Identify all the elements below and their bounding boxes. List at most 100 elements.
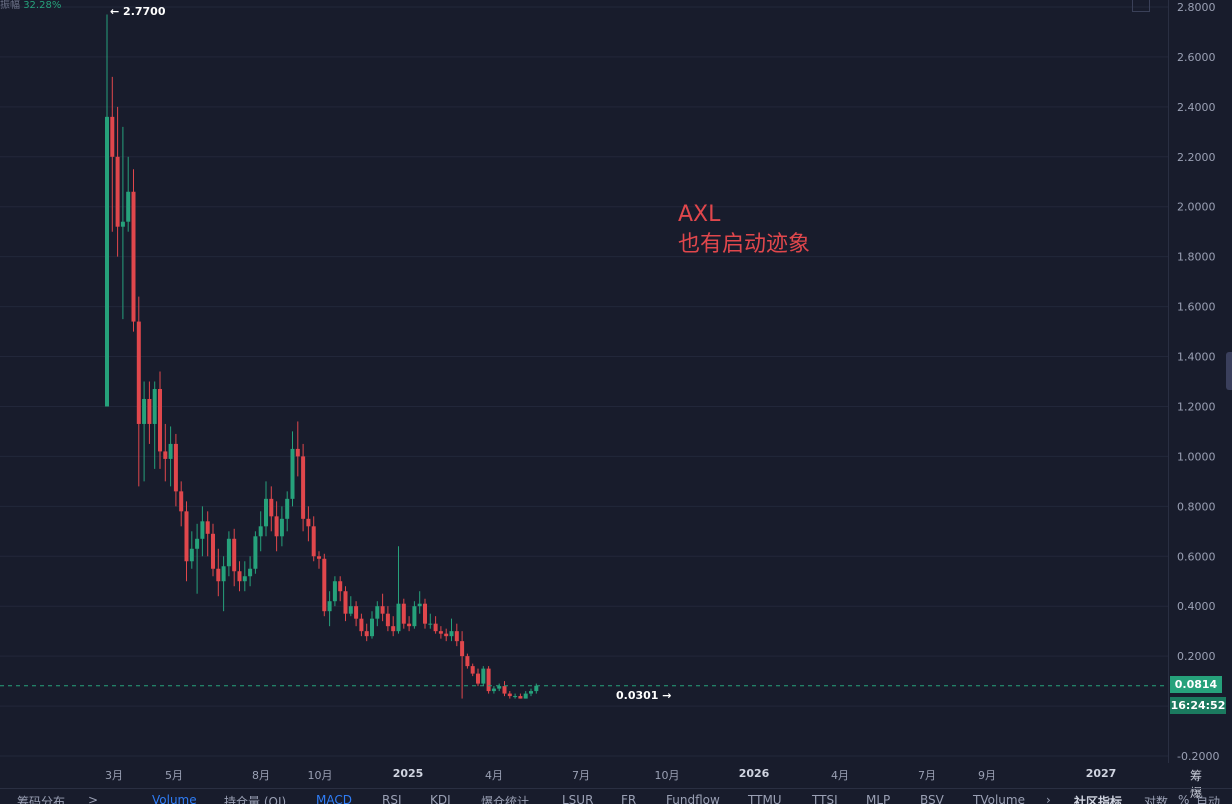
chip-toggle[interactable]: 筹 xyxy=(1190,769,1203,783)
candle-body xyxy=(375,606,380,619)
candle-body xyxy=(396,603,401,632)
x-tick-label: 4月 xyxy=(831,769,849,782)
amplitude-label: 振幅 xyxy=(0,0,20,11)
x-tick-label: 7月 xyxy=(918,769,936,782)
current-price-tag: 0.0814 xyxy=(1170,676,1222,693)
annotation-symbol: AXL xyxy=(678,202,721,227)
indicator-rsi[interactable]: RSI xyxy=(382,793,402,804)
percent-scale-toggle[interactable]: % xyxy=(1178,793,1190,804)
indicator-volume[interactable]: Volume xyxy=(152,793,197,804)
candle-body xyxy=(338,581,343,592)
candle-body xyxy=(460,641,465,657)
candle-body xyxy=(184,511,189,562)
candle-body xyxy=(285,498,290,519)
indicator-fr[interactable]: FR xyxy=(621,793,637,804)
candle-body xyxy=(491,688,496,692)
indicator-tvolume[interactable]: TVolume xyxy=(973,793,1025,804)
auto-scale-toggle[interactable]: 自动 xyxy=(1196,795,1221,804)
y-tick-label: 0.8000 xyxy=(1177,500,1216,513)
x-tick-label: 8月 xyxy=(252,769,270,782)
price-chart[interactable] xyxy=(0,0,1168,763)
community-indicators-button[interactable]: 社区指标 xyxy=(1074,795,1123,804)
x-tick-label: 3月 xyxy=(105,769,123,782)
candle-body xyxy=(195,538,200,549)
candle-body xyxy=(359,618,364,632)
price-axis-ticks: 2.8000 2.6000 2.4000 2.2000 2.0000 1.8000 1.60… xyxy=(1177,1,1219,763)
candle-body xyxy=(322,558,327,612)
candle-body xyxy=(105,116,109,407)
indicator-toolbar: 筹码分布 > Volume 持仓量 (OI) MACD RSI KDJ 爆仓统计… xyxy=(0,788,1232,804)
candle-body xyxy=(385,613,390,627)
candle-body xyxy=(354,606,359,619)
candle-body xyxy=(205,521,210,534)
y-tick-label: 2.6000 xyxy=(1177,51,1216,64)
candlestick-plot[interactable] xyxy=(0,0,1168,763)
chip-distribution-button[interactable]: 筹码分布 xyxy=(17,795,66,804)
amplitude-readout: 振幅 32.28% xyxy=(0,0,61,11)
x-tick-label: 7月 xyxy=(572,769,590,782)
liquidation-toggle[interactable]: 爆 xyxy=(1190,786,1203,800)
y-tick-label: 1.0000 xyxy=(1177,450,1216,463)
candle-body xyxy=(189,548,194,562)
chevron-right-icon[interactable]: > xyxy=(88,793,99,804)
y-tick-label: 0.6000 xyxy=(1177,550,1216,563)
y-tick-label: 0.4000 xyxy=(1177,600,1216,613)
candle-body xyxy=(306,518,311,527)
y-tick-label: 2.0000 xyxy=(1177,201,1216,214)
candle-body xyxy=(163,451,168,459)
candle-body xyxy=(502,686,507,694)
candle-body xyxy=(428,623,433,625)
drawer-handle[interactable] xyxy=(1226,352,1232,390)
candle-body xyxy=(147,398,152,424)
candle-body xyxy=(391,626,396,632)
y-tick-label: 0.2000 xyxy=(1177,650,1216,663)
y-tick-label: 1.2000 xyxy=(1177,400,1216,413)
price-axis[interactable]: 2.8000 2.6000 2.4000 2.2000 2.0000 1.8000 1.60… xyxy=(1168,0,1232,763)
candle-body xyxy=(317,556,321,559)
candle-body xyxy=(470,666,475,674)
y-tick-label: 1.4000 xyxy=(1177,351,1216,364)
fullscreen-icon[interactable] xyxy=(1132,0,1150,12)
candle-body xyxy=(327,601,332,612)
candle-body xyxy=(380,606,385,614)
candle-countdown: 16:24:52 xyxy=(1170,697,1226,714)
candle-body xyxy=(454,631,459,642)
indicator-bsv[interactable]: BSV xyxy=(920,793,944,804)
indicator-liquidation[interactable]: 爆仓统计 xyxy=(481,795,530,804)
indicator-fundflow[interactable]: Fundflow xyxy=(666,793,720,804)
x-tick-label: 2026 xyxy=(738,767,770,780)
indicator-oi[interactable]: 持仓量 (OI) xyxy=(224,795,287,804)
candle-body xyxy=(136,321,141,424)
indicator-macd[interactable]: MACD xyxy=(316,793,352,804)
candle-body xyxy=(216,568,221,582)
y-tick-label: 1.6000 xyxy=(1177,301,1216,314)
x-tick-label: 4月 xyxy=(485,769,503,782)
candle-body xyxy=(168,443,173,459)
candle-body xyxy=(438,631,443,634)
candle-body xyxy=(290,448,295,499)
candle-body xyxy=(158,388,162,452)
y-tick-label: 1.8000 xyxy=(1177,251,1216,264)
candle-body xyxy=(370,618,374,637)
candle-body xyxy=(523,693,528,699)
candle-body xyxy=(417,603,422,607)
candle-body xyxy=(301,456,306,519)
candle-body xyxy=(110,116,115,157)
indicator-ttsi[interactable]: TTSI xyxy=(812,793,838,804)
candle-body xyxy=(518,696,523,699)
indicator-kdj[interactable]: KDJ xyxy=(430,793,451,804)
amplitude-value: 32.28% xyxy=(23,0,62,11)
indicator-mlp[interactable]: MLP xyxy=(866,793,891,804)
log-scale-toggle[interactable]: 对数 xyxy=(1144,795,1169,804)
indicator-ttmu[interactable]: TTMU xyxy=(748,793,782,804)
more-arrow-icon[interactable]: › xyxy=(1046,793,1051,804)
low-price-marker: 0.0301 → xyxy=(616,689,672,702)
candle-body xyxy=(311,526,316,557)
x-tick-label: 5月 xyxy=(165,769,183,782)
indicator-lsur[interactable]: LSUR xyxy=(562,793,594,804)
candle-body xyxy=(534,685,539,692)
candle-body xyxy=(264,498,268,527)
candle-body xyxy=(507,693,512,697)
candle-body xyxy=(433,623,438,632)
candle-body xyxy=(513,696,518,698)
